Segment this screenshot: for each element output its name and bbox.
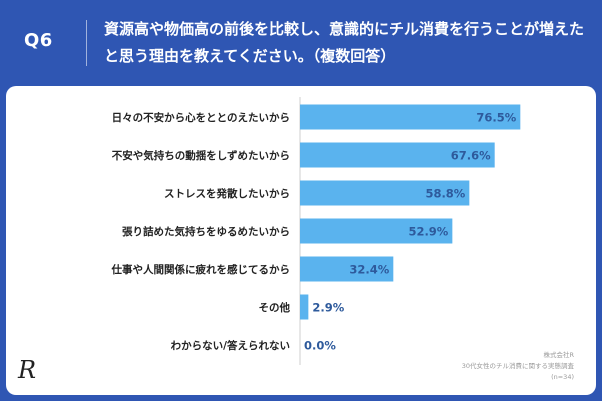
bar — [300, 142, 495, 168]
question-number: Q6 — [24, 30, 53, 51]
category-label: 張り詰めた気持ちをゆるめたいから — [122, 225, 290, 238]
data-label: 0.0% — [304, 339, 336, 353]
question-header: Q6 資源高や物価高の前後を比較し、意識的にチル消費を行うことが増えたと思う理由… — [0, 0, 602, 84]
data-label: 76.5% — [476, 111, 516, 125]
category-label: 不安や気持ちの動揺をしずめたいから — [112, 149, 290, 162]
data-label: 52.9% — [408, 225, 448, 239]
bar — [300, 256, 394, 282]
source-company: 株式会社R — [543, 351, 574, 359]
bar — [300, 180, 470, 206]
category-label: わからない/答えられない — [171, 339, 290, 352]
category-label: その他 — [259, 301, 291, 314]
bar — [300, 104, 521, 130]
header-divider — [86, 20, 87, 66]
source-sample: (n=34) — [551, 373, 574, 381]
category-label: 日々の不安から心をととのえたいから — [112, 111, 290, 124]
data-label: 2.9% — [312, 301, 344, 315]
category-label: 仕事や人間関係に疲れを感じてるから — [111, 263, 291, 276]
data-label: 67.6% — [451, 149, 491, 163]
source-note: 株式会社R 30代女性のチル消費に関する実態調査 (n=34) — [354, 350, 574, 383]
data-label: 32.4% — [349, 263, 389, 277]
source-survey: 30代女性のチル消費に関する実態調査 — [461, 362, 574, 370]
category-label: ストレスを発散したいから — [164, 187, 290, 200]
bar — [300, 294, 309, 320]
brand-logo: R — [18, 356, 37, 384]
bar — [300, 218, 453, 244]
data-label: 58.8% — [425, 187, 465, 201]
question-text: 資源高や物価高の前後を比較し、意識的にチル消費を行うことが増えたと思う理由を教え… — [104, 20, 585, 65]
